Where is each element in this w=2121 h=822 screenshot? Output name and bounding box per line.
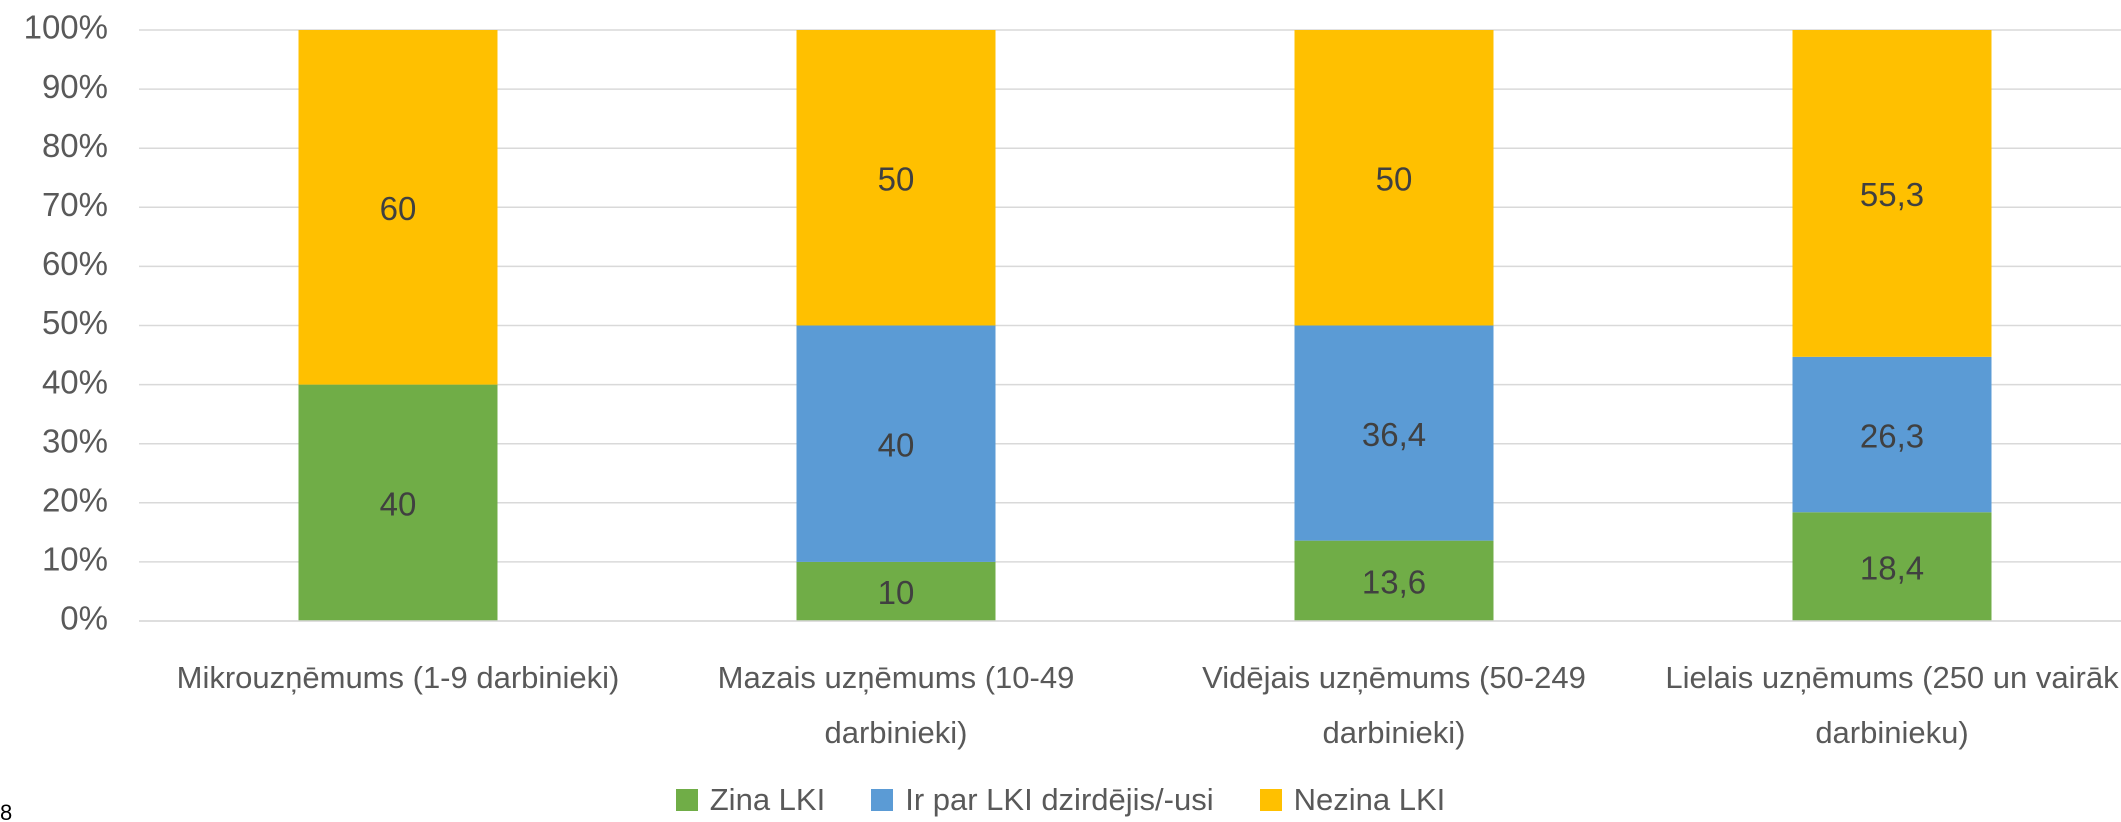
bar-segment	[1792, 356, 1992, 513]
bar-segment	[796, 561, 996, 621]
bar-segment	[1792, 512, 1992, 621]
bar-segment	[1294, 325, 1494, 541]
legend: Zina LKI Ir par LKI dzirdējis/-usi Nezina …	[0, 782, 2121, 818]
legend-item: Ir par LKI dzirdējis/-usi	[871, 782, 1214, 818]
data-label: 50	[878, 160, 915, 197]
bar-segment	[796, 30, 996, 326]
bar-segment	[298, 384, 498, 621]
data-label: 36,4	[1362, 416, 1426, 453]
y-tick-label: 30%	[42, 422, 108, 459]
y-tick-label: 80%	[42, 127, 108, 164]
bar-segment	[1792, 30, 1992, 357]
y-tick-label: 0%	[60, 600, 108, 637]
y-tick-label: 70%	[42, 186, 108, 223]
legend-item: Zina LKI	[675, 782, 826, 818]
data-label: 60	[380, 190, 417, 227]
data-label: 55,3	[1860, 176, 1924, 213]
data-label: 40	[878, 426, 915, 463]
x-tick-label: Mazais uzņēmums (10-49 darbinieki)	[717, 660, 1075, 750]
x-tick-label: Lielais uzņēmums (250 un vairāk darbinie…	[1665, 660, 2119, 750]
bar-segment	[1294, 30, 1494, 326]
bar-segment	[1294, 540, 1494, 621]
bar-segment	[298, 30, 498, 385]
y-tick-label: 20%	[42, 482, 108, 519]
y-tick-label: 60%	[42, 245, 108, 282]
plot: 0% 10% 20% 30% 40% 50% 60% 70% 80% 90% 100% 40 60 10 4…	[24, 9, 2121, 637]
data-label: 18,4	[1860, 549, 1924, 586]
bar-segment	[796, 325, 996, 562]
y-tick-label: 50%	[42, 304, 108, 341]
legend-item: Nezina LKI	[1259, 782, 1446, 818]
x-tick-label: Vidējais uzņēmums (50-249 darbinieki)	[1202, 660, 1586, 750]
y-tick-label: 90%	[42, 68, 108, 105]
legend-label: Nezina LKI	[1293, 782, 1446, 817]
y-tick-label: 40%	[42, 363, 108, 400]
y-tick-label: 10%	[42, 541, 108, 578]
x-tick-label: Mikrouzņēmums (1-9 darbinieki)	[176, 660, 620, 695]
legend-label: Ir par LKI dzirdējis/-usi	[905, 782, 1214, 817]
data-label: 40	[380, 486, 417, 523]
data-label: 13,6	[1362, 564, 1426, 601]
legend-label: Zina LKI	[709, 782, 826, 817]
y-tick-label: 100%	[24, 9, 108, 46]
legend-swatch	[871, 789, 894, 811]
legend-swatch	[1259, 789, 1282, 811]
page-number: 8	[0, 800, 13, 822]
data-label: 26,3	[1860, 417, 1924, 454]
legend-swatch	[675, 789, 698, 811]
data-label: 10	[878, 574, 915, 611]
data-label: 50	[1376, 160, 1413, 197]
